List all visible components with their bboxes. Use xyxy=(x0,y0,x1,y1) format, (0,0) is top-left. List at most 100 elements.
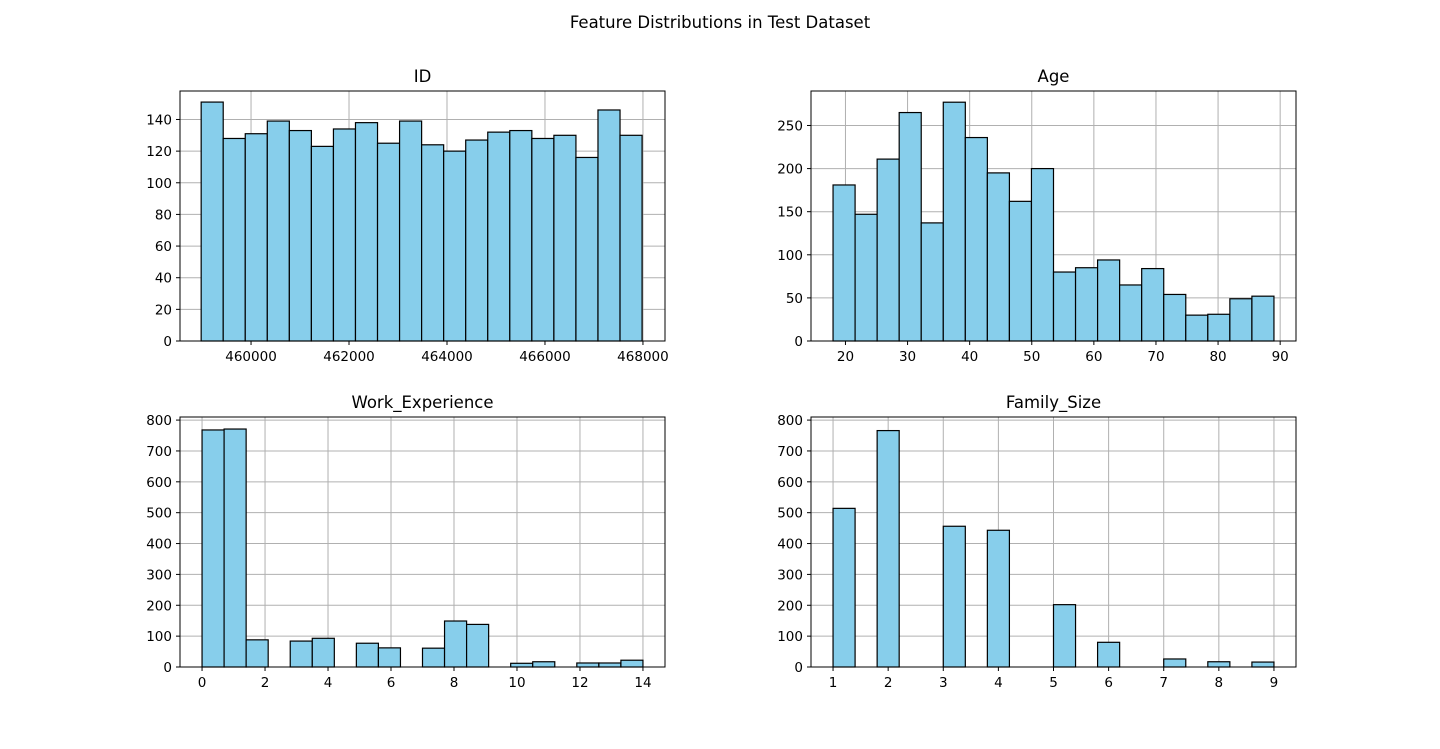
x-tick-label: 8 xyxy=(1215,675,1224,691)
histogram-bar xyxy=(1096,259,1121,342)
histogram-bar xyxy=(576,662,600,668)
axes-frame xyxy=(179,90,666,342)
bars xyxy=(832,101,1275,342)
histogram-bar xyxy=(1052,271,1077,342)
histogram-bar xyxy=(509,129,533,342)
x-tick-label: 50 xyxy=(1023,349,1040,365)
histogram-bar xyxy=(1141,267,1165,342)
histogram-bar xyxy=(376,142,401,342)
x-tick-label: 466000 xyxy=(519,349,571,365)
y-tick-label: 600 xyxy=(777,475,803,491)
y-tick-label: 100 xyxy=(777,629,803,645)
histogram-bar xyxy=(986,529,1011,668)
histogram-bar xyxy=(421,647,446,668)
histogram-bar xyxy=(575,156,599,342)
x-tick-label: 0 xyxy=(198,675,207,691)
x-tick-label: 6 xyxy=(387,675,396,691)
x-tick-label: 80 xyxy=(1209,349,1226,365)
y-tick-label: 140 xyxy=(146,112,172,128)
y-tick-label: 200 xyxy=(146,598,172,614)
histogram-bar xyxy=(443,620,468,668)
figure-title: Feature Distributions in Test Dataset xyxy=(570,13,871,32)
x-tick-label: 5 xyxy=(1049,675,1058,691)
x-tick-label: 460000 xyxy=(225,349,277,365)
y-tick-label: 0 xyxy=(163,334,172,350)
histogram-bar xyxy=(942,101,966,342)
axes-frame xyxy=(810,90,1297,342)
y-tick-label: 50 xyxy=(786,291,803,307)
histogram-bar xyxy=(223,428,247,668)
y-tick-label: 700 xyxy=(146,444,172,460)
y-tick-label: 300 xyxy=(146,567,172,583)
histogram-bar xyxy=(1207,661,1231,668)
histogram-bar xyxy=(244,133,268,342)
y-tick-label: 0 xyxy=(794,660,803,676)
x-tick-label: 20 xyxy=(837,349,854,365)
x-tick-label: 90 xyxy=(1272,349,1289,365)
histogram-bar xyxy=(964,136,988,342)
histogram-bar xyxy=(620,659,644,668)
histogram-bar xyxy=(222,137,246,342)
histogram-bar xyxy=(398,120,423,342)
histogram-bar xyxy=(920,222,944,342)
y-tick-label: 100 xyxy=(146,176,172,192)
y-tick-label: 500 xyxy=(146,506,172,522)
x-tick-label: 7 xyxy=(1159,675,1168,691)
histogram-bar xyxy=(1030,167,1055,342)
subplot-3: 1 2 3 4 5 6 7 8 9 0 100 200 300 400 500 600 700 800 Family… xyxy=(777,393,1297,691)
histogram-bar xyxy=(288,129,312,342)
x-tick-label: 30 xyxy=(899,349,916,365)
subplots: 460000 462000 464000 466000 4680000204060801… xyxy=(146,67,1297,691)
histogram-bar xyxy=(876,158,900,342)
subplot-2: 0 2 4 6 8 10 12 14 0 100 200 300 400 500 600 700 800 Work… xyxy=(146,393,666,691)
histogram-bar xyxy=(531,137,555,342)
ticks: 0 2 4 6 8 10 12 14 0 100 200 300 400 500 600 700 800 xyxy=(146,413,651,691)
x-tick-label: 40 xyxy=(961,349,978,365)
x-tick-label: 2 xyxy=(884,675,893,691)
histogram-bar xyxy=(1185,314,1209,342)
y-tick-label: 100 xyxy=(146,629,172,645)
x-tick-label: 9 xyxy=(1270,675,1279,691)
ticks: 20 30 40 50 60 70 80 90 0 50 100 150 200 250 xyxy=(777,118,1289,365)
axes-frame xyxy=(179,416,666,668)
y-tick-label: 0 xyxy=(163,660,172,676)
y-tick-label: 400 xyxy=(777,537,803,553)
histogram-bar xyxy=(200,101,224,342)
y-tick-label: 120 xyxy=(146,144,172,160)
subplot-title: Age xyxy=(1038,67,1070,86)
histogram-bar xyxy=(1163,293,1187,342)
histogram-bar xyxy=(876,429,900,668)
ticks: 460000 462000 464000 466000 468000 0 20 40 60 80 1… xyxy=(146,112,669,365)
x-tick-label: 2 xyxy=(261,675,270,691)
subplot-title: Family_Size xyxy=(1006,393,1101,413)
histogram-bar xyxy=(942,525,966,668)
histogram-bar xyxy=(355,642,380,668)
histogram-bar xyxy=(310,145,335,342)
histogram-bar xyxy=(1008,200,1033,342)
y-tick-label: 100 xyxy=(777,248,803,264)
x-tick-label: 10 xyxy=(508,675,525,691)
x-tick-label: 12 xyxy=(571,675,588,691)
histogram-bar xyxy=(1052,604,1077,668)
histogram-bar xyxy=(510,662,534,668)
histogram-bar xyxy=(532,661,556,668)
histogram-bar xyxy=(597,109,621,342)
histogram-bar xyxy=(1251,661,1275,668)
x-tick-label: 6 xyxy=(1104,675,1113,691)
y-tick-label: 700 xyxy=(777,444,803,460)
histogram-bar xyxy=(354,122,379,342)
histogram-bar xyxy=(465,139,489,342)
subplot-0: 460000 462000 464000 466000 468000 0 20 40 60 80 1… xyxy=(146,67,669,365)
histogram-bar xyxy=(311,637,335,668)
x-tick-label: 60 xyxy=(1085,349,1102,365)
histogram-bar xyxy=(1207,313,1231,342)
histogram-bar xyxy=(245,639,269,668)
histogram-bar xyxy=(898,111,922,342)
bars xyxy=(832,429,1275,668)
histogram-bar xyxy=(289,640,313,668)
x-tick-label: 4 xyxy=(324,675,333,691)
x-tick-label: 3 xyxy=(939,675,948,691)
histogram-bar xyxy=(1096,641,1121,668)
y-tick-label: 60 xyxy=(155,239,172,255)
